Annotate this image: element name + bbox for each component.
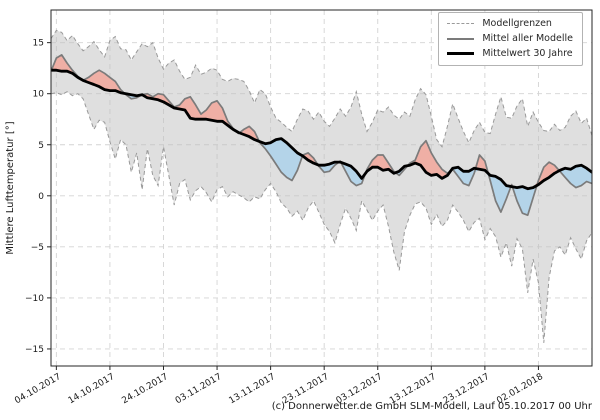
y-tick-label: −5 — [31, 243, 44, 253]
legend-label: Modellgrenzen — [482, 18, 552, 29]
y-tick-label: 10 — [33, 90, 45, 100]
legend-label: Mittelwert 30 Jahre — [482, 47, 573, 59]
legend-entry-model-bounds: Modellgrenzen — [447, 18, 573, 30]
y-tick-label: −15 — [25, 345, 44, 355]
legend-entry-30yr-mean: Mittelwert 30 Jahre — [447, 48, 573, 60]
y-axis-label: Mittlere Lufttemperatur [°] — [5, 121, 16, 254]
chart-legend: Modellgrenzen Mittel aller Modelle Mitte… — [438, 12, 583, 66]
legend-label: Mittel aller Modelle — [482, 32, 573, 44]
y-tick-label: 5 — [38, 141, 44, 151]
dashed-line-icon — [447, 23, 475, 25]
series-layer — [51, 29, 592, 343]
y-tick-label: 0 — [38, 192, 44, 202]
solid-gray-line-icon — [447, 38, 475, 40]
legend-entry-model-mean: Mittel aller Modelle — [447, 33, 573, 45]
model-range-lower-line — [51, 91, 592, 343]
y-tick-label: −10 — [25, 294, 44, 304]
y-tick-label: 15 — [33, 39, 44, 49]
thick-black-line-icon — [447, 52, 475, 56]
model-range-upper-line — [51, 29, 592, 148]
plot-frame — [50, 9, 593, 367]
mean-30yr-line — [51, 68, 592, 191]
copyright-caption: (c) Donnerwetter.de GmbH SLM-Modell, Lau… — [271, 401, 592, 412]
